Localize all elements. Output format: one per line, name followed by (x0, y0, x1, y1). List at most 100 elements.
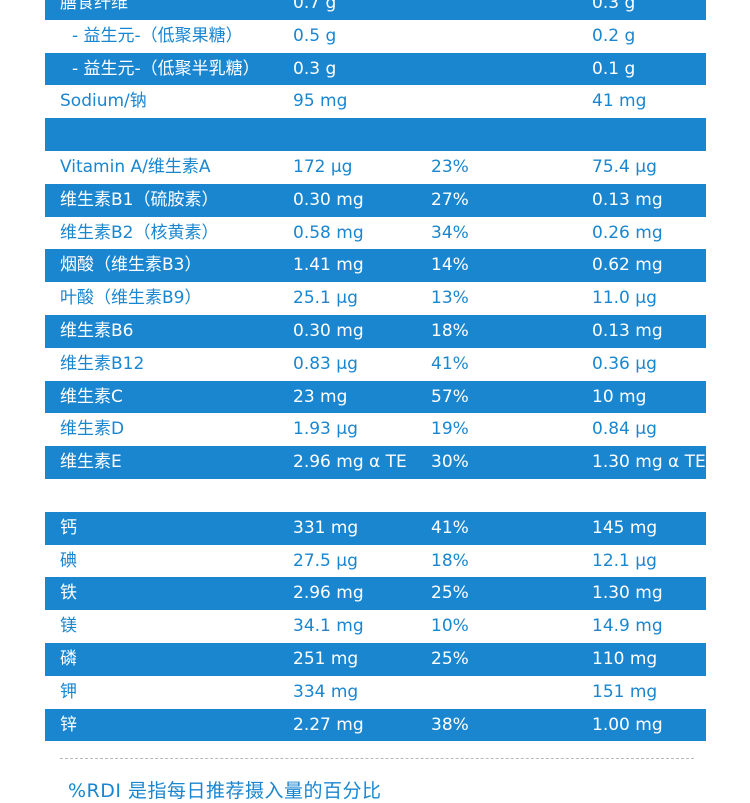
rdi-percent: 57% (431, 386, 469, 407)
per-serving-value: 1.41 mg (293, 255, 364, 276)
nutrient-name: 维生素B6 (60, 320, 134, 341)
rdi-percent: 23% (431, 156, 469, 177)
dashed-divider (60, 758, 694, 759)
nutrient-row: 维生素B1（硫胺素） 0.30 mg 27% 0.13 mg (45, 183, 706, 217)
per-100ml-value: 0.36 µg (592, 353, 657, 374)
nutrient-name: 维生素B12 (60, 353, 145, 374)
per-100ml-value: 0.84 µg (592, 419, 657, 440)
per-100ml-value: 12.1 µg (592, 550, 657, 571)
per-serving-value: 2.96 mg (293, 583, 364, 604)
nutrient-row: 钾 334 mg 151 mg (45, 675, 706, 709)
nutrient-row: 维生素C 23 mg 57% 10 mg (45, 380, 706, 414)
per-serving-value: 0.30 mg (293, 189, 364, 210)
nutrient-row: 叶酸（维生素B9） 25.1 µg 13% 11.0 µg (45, 282, 706, 315)
nutrient-name: 钾 (60, 681, 77, 702)
per-serving-value: 34.1 mg (293, 616, 364, 637)
nutrient-name: 镁 (60, 616, 77, 637)
nutrient-name: 维生素C (60, 386, 123, 407)
rdi-percent: 13% (431, 288, 469, 309)
per-serving-value: 172 µg (293, 156, 353, 177)
rdi-footnote: %RDI 是指每日推荐摄入量的百分比 (68, 780, 382, 802)
per-serving-value: 0.58 mg (293, 222, 364, 243)
rdi-percent: 18% (431, 320, 469, 341)
nutrient-name: - 益生元-（低聚果糖） (72, 25, 243, 46)
nutrient-name: Sodium/钠 (60, 91, 147, 112)
per-100ml-value: 41 mg (592, 91, 647, 112)
nutrient-row: 膳食纤维 0.7 g 0.3 g (45, 0, 706, 20)
per-serving-value: 0.30 mg (293, 320, 364, 341)
per-100ml-value: 110 mg (592, 648, 658, 669)
nutrient-name: 碘 (60, 550, 77, 571)
per-serving-value: 0.7 g (293, 0, 337, 13)
rdi-percent: 41% (431, 517, 469, 538)
per-100ml-value: 1.00 mg (592, 714, 663, 735)
per-100ml-value: 151 mg (592, 681, 658, 702)
nutrient-name: 维生素B1（硫胺素） (60, 189, 219, 210)
nutrient-name: 膳食纤维 (60, 0, 128, 13)
nutrient-row: 磷 251 mg 25% 110 mg (45, 642, 706, 676)
nutrition-table: 膳食纤维 0.7 g 0.3 g - 益生元-（低聚果糖） 0.5 g 0.2 g - 益生… (45, 0, 706, 742)
nutrient-row: Sodium/钠 95 mg 41 mg (45, 85, 706, 119)
per-serving-value: 0.5 g (293, 25, 337, 46)
per-100ml-value: 0.62 mg (592, 255, 663, 276)
nutrient-name: 叶酸（维生素B9） (60, 288, 202, 309)
per-100ml-value: 0.13 mg (592, 189, 663, 210)
nutrient-row: 钙 331 mg 41% 145 mg (45, 511, 706, 545)
per-serving-value: 1.93 µg (293, 419, 358, 440)
per-serving-value: 0.3 g (293, 58, 337, 79)
nutrient-row: 铁 2.96 mg 25% 1.30 mg (45, 577, 706, 611)
nutrient-row: 烟酸（维生素B3） 1.41 mg 14% 0.62 mg (45, 249, 706, 283)
rdi-percent: 25% (431, 583, 469, 604)
nutrient-row: 维生素B6 0.30 mg 18% 0.13 mg (45, 314, 706, 348)
nutrient-row: 锌 2.27 mg 38% 1.00 mg (45, 708, 706, 742)
nutrient-row: Vitamin A/维生素A 172 µg 23% 75.4 µg (45, 150, 706, 184)
per-100ml-value: 1.30 mg α TE (592, 452, 706, 473)
section-band (45, 118, 706, 151)
nutrient-row: 维生素B12 0.83 µg 41% 0.36 µg (45, 347, 706, 381)
nutrient-name: 烟酸（维生素B3） (60, 255, 202, 276)
nutrient-name: 维生素B2（核黄素） (60, 222, 219, 243)
nutrient-name: 锌 (60, 714, 77, 735)
per-serving-value: 25.1 µg (293, 288, 358, 309)
nutrient-name: 磷 (60, 648, 77, 669)
rdi-percent: 18% (431, 550, 469, 571)
per-100ml-value: 0.13 mg (592, 320, 663, 341)
section-spacer (45, 478, 706, 512)
nutrient-row: - 益生元-（低聚半乳糖） 0.3 g 0.1 g (45, 52, 706, 86)
per-100ml-value: 1.30 mg (592, 583, 663, 604)
rdi-percent: 10% (431, 616, 469, 637)
per-100ml-value: 0.26 mg (592, 222, 663, 243)
per-100ml-value: 14.9 mg (592, 616, 663, 637)
per-serving-value: 334 mg (293, 681, 359, 702)
per-100ml-value: 0.2 g (592, 25, 636, 46)
per-serving-value: 27.5 µg (293, 550, 358, 571)
rdi-percent: 14% (431, 255, 469, 276)
nutrient-name: - 益生元-（低聚半乳糖） (72, 58, 260, 79)
rdi-percent: 25% (431, 648, 469, 669)
nutrient-row: 碘 27.5 µg 18% 12.1 µg (45, 544, 706, 578)
nutrient-name: Vitamin A/维生素A (60, 156, 211, 177)
per-100ml-value: 0.1 g (592, 58, 636, 79)
nutrient-row: 维生素E 2.96 mg α TE 30% 1.30 mg α TE (45, 446, 706, 479)
per-100ml-value: 10 mg (592, 386, 647, 407)
rdi-percent: 27% (431, 189, 469, 210)
per-serving-value: 2.96 mg α TE (293, 452, 407, 473)
rdi-percent: 34% (431, 222, 469, 243)
per-100ml-value: 11.0 µg (592, 288, 657, 309)
nutrient-name: 铁 (60, 583, 77, 604)
per-100ml-value: 0.3 g (592, 0, 636, 13)
per-serving-value: 0.83 µg (293, 353, 358, 374)
rdi-percent: 30% (431, 452, 469, 473)
per-serving-value: 95 mg (293, 91, 348, 112)
nutrient-row: 镁 34.1 mg 10% 14.9 mg (45, 610, 706, 643)
rdi-percent: 19% (431, 419, 469, 440)
rdi-percent: 38% (431, 714, 469, 735)
per-serving-value: 2.27 mg (293, 714, 364, 735)
per-serving-value: 251 mg (293, 648, 359, 669)
nutrient-name: 维生素D (60, 419, 125, 440)
nutrient-name: 维生素E (60, 452, 122, 473)
per-serving-value: 23 mg (293, 386, 348, 407)
per-100ml-value: 145 mg (592, 517, 658, 538)
nutrient-name: 钙 (60, 517, 77, 538)
per-100ml-value: 75.4 µg (592, 156, 657, 177)
